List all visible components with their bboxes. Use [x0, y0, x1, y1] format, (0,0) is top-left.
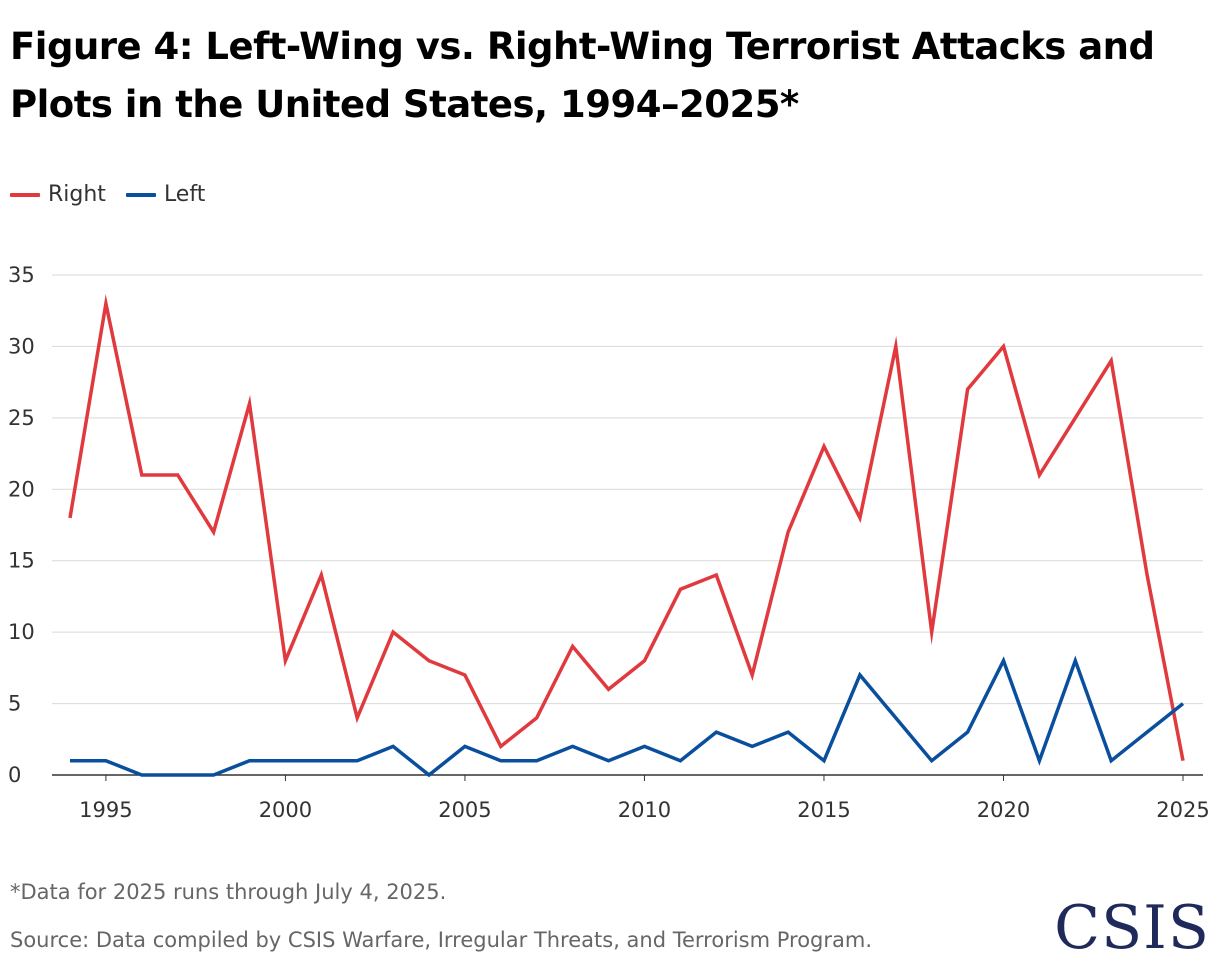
legend-swatch-left: [125, 192, 156, 197]
y-axis-tick-labels: 0 5 10 15 20 25 30 35: [8, 263, 35, 787]
x-tick-label: 2025: [1156, 798, 1209, 822]
legend-label-left: Left: [163, 182, 206, 207]
legend-swatch-right: [10, 192, 40, 197]
legend-item-left[interactable]: Left: [125, 182, 206, 207]
x-tick-label: 2005: [438, 798, 491, 822]
csis-logo: CSIS: [1054, 893, 1210, 963]
footnote: *Data for 2025 runs through July 4, 2025…: [10, 880, 447, 904]
series-line-left[interactable]: [70, 655, 1185, 778]
y-tick-label: 30: [8, 334, 35, 358]
x-tick-label: 2010: [618, 798, 671, 822]
series-line-right[interactable]: [68, 294, 1185, 762]
chart-title: Figure 4: Left-Wing vs. Right-Wing Terro…: [10, 25, 1155, 126]
source-note: Source: Data compiled by CSIS Warfare, I…: [10, 928, 873, 952]
x-tick-label: 1995: [79, 798, 132, 822]
x-axis-tick-labels: 1995 2000 2005 2010 2015 2020 2025: [79, 775, 1210, 822]
legend-label-right: Right: [48, 182, 106, 207]
legend: Right Left: [10, 182, 205, 207]
y-tick-label: 10: [8, 620, 35, 644]
y-tick-label: 0: [8, 763, 21, 787]
y-tick-label: 20: [8, 477, 35, 501]
grid-lines: [52, 274, 1203, 776]
y-tick-label: 25: [8, 406, 35, 430]
x-tick-label: 2000: [259, 798, 312, 822]
y-tick-label: 35: [8, 263, 35, 287]
legend-item-right[interactable]: Right: [10, 182, 106, 207]
y-tick-label: 15: [8, 549, 35, 573]
x-tick-label: 2015: [797, 798, 850, 822]
y-tick-label: 5: [8, 692, 21, 716]
x-tick-label: 2020: [977, 798, 1030, 822]
series-lines: [68, 294, 1185, 778]
